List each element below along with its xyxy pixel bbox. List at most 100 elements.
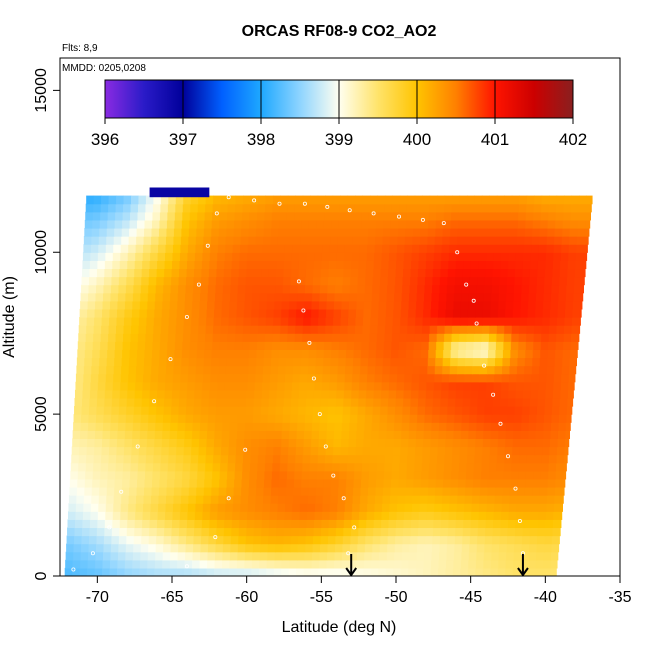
field-cell — [444, 195, 453, 205]
field-cell — [158, 227, 168, 237]
field-cell — [404, 503, 413, 512]
field-cell — [300, 357, 309, 367]
field-cell — [481, 195, 490, 205]
field-cell — [387, 406, 396, 415]
field-cell — [376, 341, 385, 350]
field-cell — [557, 308, 566, 318]
field-cell — [319, 292, 328, 302]
field-cell — [522, 260, 532, 270]
field-cell — [211, 349, 220, 359]
field-cell — [479, 244, 488, 253]
field-cell — [219, 341, 228, 350]
field-cell — [289, 559, 298, 569]
field-cell — [195, 495, 204, 504]
field-cell — [106, 236, 115, 245]
field-cell — [349, 543, 358, 553]
field-cell — [517, 478, 526, 488]
field-cell — [170, 284, 179, 294]
field-cell — [327, 284, 336, 294]
field-cell — [294, 211, 303, 221]
field-cell — [444, 333, 453, 342]
field-cell — [178, 543, 187, 553]
field-cell — [373, 268, 382, 278]
x-tick-label: -45 — [459, 589, 482, 606]
field-cell — [343, 519, 352, 529]
field-cell — [91, 357, 100, 367]
field-cell — [473, 333, 483, 342]
field-cell — [262, 511, 271, 520]
field-cell — [282, 543, 291, 553]
field-cell — [172, 389, 181, 399]
field-cell — [377, 454, 386, 464]
field-cell — [570, 219, 579, 229]
field-cell — [535, 308, 544, 318]
field-cell — [429, 195, 438, 205]
field-cell — [180, 236, 189, 245]
field-cell — [321, 519, 330, 529]
field-cell — [346, 219, 355, 229]
field-cell — [79, 438, 88, 448]
field-cell — [474, 454, 483, 464]
field-cell — [537, 527, 546, 537]
field-cell — [99, 357, 108, 367]
field-cell — [449, 495, 458, 504]
field-cell — [339, 333, 348, 342]
field-cell — [420, 227, 429, 237]
field-cell — [351, 389, 360, 399]
field-cell — [133, 284, 142, 294]
field-cell — [394, 543, 403, 553]
field-cell — [145, 333, 154, 342]
field-cell — [429, 462, 438, 472]
field-cell — [486, 373, 495, 383]
field-cell — [118, 276, 127, 286]
field-cell — [196, 349, 205, 359]
field-cell — [343, 268, 352, 278]
field-cell — [360, 227, 369, 237]
field-cell — [272, 195, 281, 205]
field-cell — [256, 219, 265, 229]
field-cell — [264, 203, 273, 213]
field-cell — [479, 236, 488, 245]
field-cell — [354, 341, 363, 350]
field-cell — [244, 422, 253, 431]
field-cell — [269, 389, 278, 399]
field-cell — [270, 236, 279, 245]
field-cell — [424, 422, 433, 431]
field-cell — [120, 244, 129, 253]
field-cell — [103, 284, 112, 294]
field-cell — [271, 349, 280, 359]
field-cell — [330, 236, 339, 245]
field-cell — [247, 373, 256, 383]
field-cell — [172, 373, 182, 383]
field-cell — [214, 300, 223, 310]
field-cell — [230, 284, 239, 294]
field-cell — [414, 195, 423, 205]
field-cell — [150, 252, 159, 261]
field-cell — [292, 495, 301, 504]
field-cell — [116, 195, 125, 205]
field-cell — [179, 519, 188, 529]
field-cell — [177, 430, 186, 439]
field-cell — [310, 195, 319, 205]
field-cell — [289, 300, 298, 310]
field-cell — [116, 308, 126, 318]
field-cell — [370, 446, 379, 456]
field-cell — [483, 292, 492, 302]
field-cell — [190, 203, 199, 213]
field-cell — [80, 430, 89, 439]
field-cell — [78, 325, 87, 334]
field-cell — [243, 308, 252, 318]
field-cell — [382, 503, 391, 512]
field-cell — [278, 486, 287, 496]
field-cell — [426, 244, 435, 253]
field-cell — [530, 519, 539, 529]
field-cell — [227, 341, 236, 350]
field-cell — [212, 333, 221, 342]
field-cell — [367, 236, 376, 245]
field-cell — [160, 333, 169, 342]
field-cell — [256, 470, 266, 480]
field-cell — [113, 244, 122, 253]
field-cell — [143, 503, 152, 512]
field-cell — [157, 389, 166, 399]
field-cell — [489, 454, 498, 464]
